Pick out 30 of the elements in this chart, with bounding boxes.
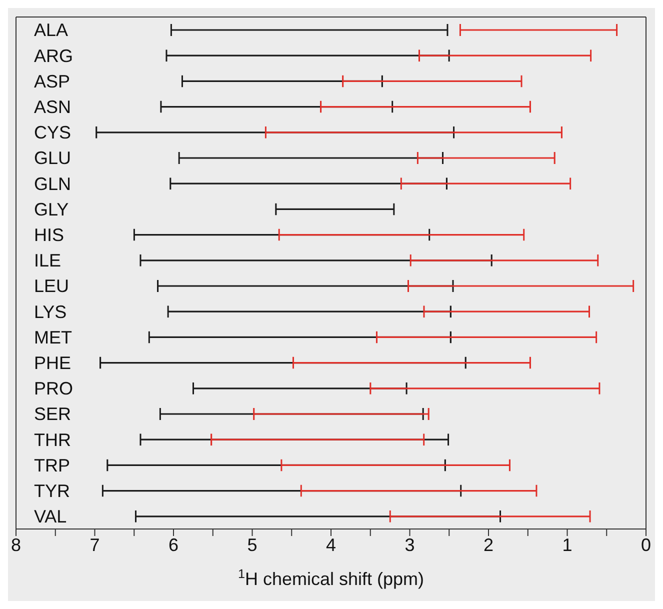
y-tick-label: MET	[34, 327, 72, 348]
y-tick-label: GLU	[34, 148, 72, 168]
x-tick-label: 3	[404, 534, 415, 555]
x-tick-label: 2	[483, 534, 494, 555]
y-tick-label: ASP	[34, 71, 70, 92]
x-tick-label: 5	[247, 534, 258, 555]
y-tick-label: GLY	[34, 199, 69, 220]
x-tick-label: 7	[90, 534, 100, 555]
y-tick-label: ARG	[34, 46, 74, 66]
y-tick-label: PRO	[34, 378, 74, 399]
x-tick-label: 1	[562, 534, 572, 555]
y-tick-label: TRP	[34, 455, 70, 476]
x-tick-label: 6	[168, 534, 179, 555]
y-tick-label: THR	[34, 430, 71, 450]
x-tick-label: 8	[10, 534, 22, 555]
y-tick-label: PHE	[34, 352, 72, 373]
y-tick-label: SER	[34, 404, 72, 424]
y-tick-label: VAL	[34, 506, 67, 527]
y-tick-label: GLN	[34, 174, 72, 194]
x-axis-title: $^{1}$H chemical shift (ppm)	[238, 567, 424, 589]
y-tick-label: HIS	[34, 224, 64, 245]
y-tick-label: ASN	[34, 96, 72, 117]
y-tick-label: TYR	[34, 480, 70, 501]
y-tick-label: LEU	[34, 276, 70, 296]
y-tick-label: LYS	[34, 302, 67, 322]
y-tick-label: ILE	[34, 250, 62, 271]
y-tick-label: CYS	[34, 122, 72, 143]
x-tick-label: 4	[326, 534, 336, 555]
x-tick-label: 0	[640, 534, 652, 555]
y-tick-label: ALA	[34, 20, 68, 40]
